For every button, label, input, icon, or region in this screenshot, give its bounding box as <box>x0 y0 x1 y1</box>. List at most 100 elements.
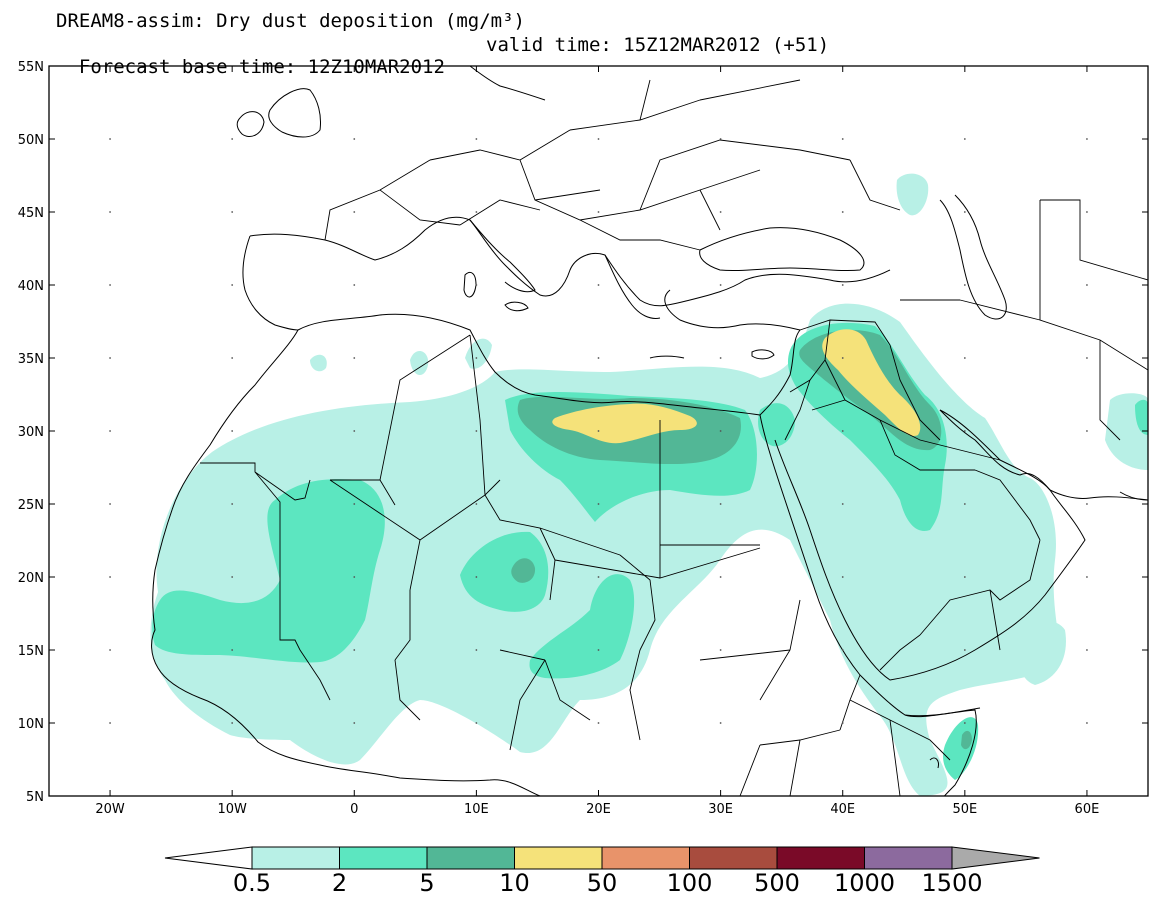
grid-dot <box>597 503 600 505</box>
grid-dot <box>719 211 722 213</box>
grid-dot <box>231 503 234 505</box>
niger-region <box>460 531 549 612</box>
coastline-scandinavia <box>469 66 546 101</box>
grid-dot <box>353 138 356 140</box>
lon-tick-label: 40E <box>830 802 855 817</box>
grid-dot <box>963 722 966 724</box>
grid-dot <box>1086 430 1088 432</box>
grid-dot <box>597 211 600 213</box>
grid-dot <box>841 430 844 432</box>
grid-dot <box>109 357 111 359</box>
grid-dot <box>841 211 844 213</box>
libya-max <box>552 403 697 444</box>
grid-dot <box>1086 357 1088 359</box>
lat-tick-label: 35N <box>18 352 44 367</box>
grid-dot <box>1086 211 1088 213</box>
lat-tick-label: 5N <box>26 790 44 805</box>
colorbar-label: 2 <box>332 869 347 897</box>
coastline-lake-victoria <box>929 757 939 769</box>
borders-horn-africa <box>699 599 951 796</box>
borders-europe <box>324 79 901 251</box>
coastline-persian-gulf <box>939 409 1148 501</box>
coastline-madagascar-horn <box>904 707 981 717</box>
grid-dot <box>353 284 356 286</box>
iran-coast-region <box>1135 399 1148 435</box>
mali-mauritania-region <box>152 479 385 663</box>
grid-dot <box>963 649 966 651</box>
grid-dot <box>841 722 844 724</box>
colorbar-label: 1500 <box>921 869 982 897</box>
grid-dot <box>353 211 356 213</box>
colorbar: 0.5 2 5 10 50 100 500 1000 1500 <box>164 846 1040 897</box>
deposition-field <box>150 173 1148 796</box>
lat-tick-label: 15N <box>18 644 44 659</box>
grid-dot <box>109 576 111 578</box>
coastline-crete <box>649 355 685 359</box>
coastline-arabia <box>774 409 1086 681</box>
somalia-spot <box>961 730 972 750</box>
niger-spot <box>511 558 536 583</box>
grid-dot <box>109 138 111 140</box>
grid-dot <box>841 503 844 505</box>
grid-dot <box>231 722 234 724</box>
coastline-britain <box>268 88 321 138</box>
arabian-sea-patch <box>1018 621 1066 685</box>
grid-dot <box>597 138 600 140</box>
grid-dot <box>353 649 356 651</box>
grid-dot <box>719 576 722 578</box>
grid-dot <box>597 722 600 724</box>
chad-region <box>529 574 635 679</box>
coastline-africa-west <box>151 329 541 796</box>
grid-dot <box>719 138 722 140</box>
coastline-caspian <box>939 194 1007 320</box>
lat-tick-label: 30N <box>18 425 44 440</box>
coastline-sicily <box>504 301 529 312</box>
grid-dot <box>353 722 356 724</box>
lon-tick-label: 0 <box>350 802 358 817</box>
grid-dot <box>1086 722 1088 724</box>
grid-dot <box>1086 576 1088 578</box>
coastline-cyprus <box>751 349 775 360</box>
grid-dot <box>475 503 478 505</box>
lat-tick-label: 55N <box>18 60 44 75</box>
grid-dot <box>109 430 111 432</box>
colorbar-swatch <box>864 846 953 870</box>
lat-lon-grid <box>109 138 1088 724</box>
sinai-jordan-region <box>758 403 795 447</box>
grid-dot <box>353 430 356 432</box>
morocco-patch <box>310 354 327 372</box>
grid-dot <box>1086 503 1088 505</box>
borders-africa <box>200 334 761 751</box>
grid-dot <box>963 430 966 432</box>
colorbar-label: 50 <box>587 869 618 897</box>
grid-dot <box>475 722 478 724</box>
grid-dot <box>231 430 234 432</box>
grid-dot <box>353 503 356 505</box>
grid-dot <box>231 284 234 286</box>
lat-tick-label: 40N <box>18 279 44 294</box>
caspian-patch <box>896 173 929 216</box>
grid-dot <box>963 503 966 505</box>
coastline-black-sea <box>699 227 865 272</box>
sahara-sahel-light-region <box>150 303 1062 796</box>
grid-dot <box>231 357 234 359</box>
grid-dot <box>475 576 478 578</box>
algeria-patch <box>410 350 429 376</box>
grid-dot <box>475 649 478 651</box>
lat-tick-label: 10N <box>18 717 44 732</box>
coastline-greece <box>604 254 661 319</box>
lon-tick-label: 10E <box>464 802 489 817</box>
coastline-sardinia <box>463 272 477 298</box>
lat-tick-label: 45N <box>18 206 44 221</box>
grid-dot <box>231 138 234 140</box>
grid-dot <box>109 722 111 724</box>
lon-tick-label: 50E <box>952 802 977 817</box>
grid-dot <box>597 576 600 578</box>
coastline-iran-south <box>1119 491 1148 501</box>
axis-ticks: 55N 50N 45N 40N 35N 30N 25N 20N 15N 10N 5N 20W 10W 0 1… <box>18 60 1148 817</box>
valid-time: valid time: 15Z12MAR2012 (+51) <box>486 34 830 56</box>
colorbar-swatch <box>514 846 603 870</box>
grid-dot <box>597 430 600 432</box>
lon-tick-label: 20W <box>95 802 125 817</box>
